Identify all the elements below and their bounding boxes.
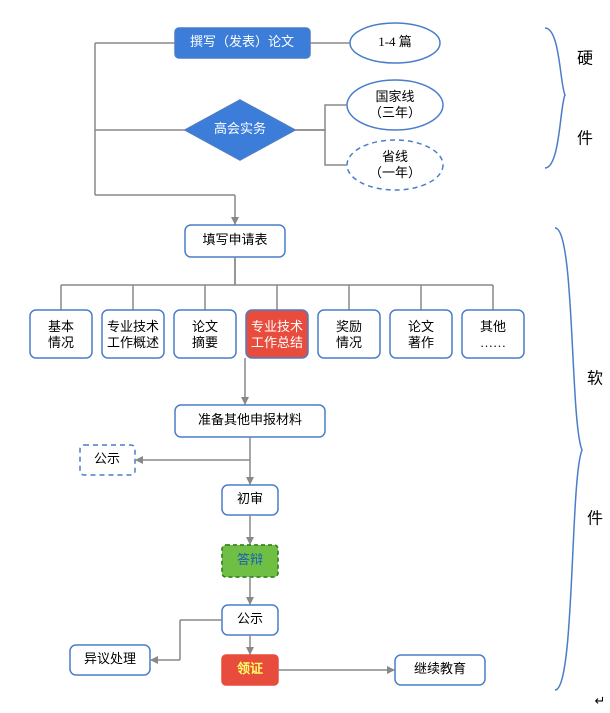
return-mark: ↵	[595, 693, 606, 708]
svg-text:（一年）: （一年）	[369, 165, 421, 180]
chushen-box: 初审	[237, 491, 263, 506]
yiyi-box: 异议处理	[84, 651, 136, 666]
item-2-l1: 论文	[192, 319, 218, 334]
item-3-l2: 工作总结	[251, 335, 303, 350]
item-3-l1: 专业技术	[251, 319, 303, 334]
paper-count: 1-4 篇	[378, 34, 412, 49]
item-6-l1: 其他	[480, 319, 506, 334]
item-1-l1: 专业技术	[107, 319, 159, 334]
svg-text:国家线: 国家线	[375, 89, 414, 104]
item-2-l2: 摘要	[192, 335, 218, 350]
svg-text:省线: 省线	[382, 149, 408, 164]
gongshi2-box: 公示	[237, 611, 263, 626]
item-0-l1: 基本	[48, 319, 74, 334]
paper-box: 撰写（发表）论文	[190, 34, 294, 49]
dabian-box: 答辩	[237, 552, 263, 567]
item-0-l2: 情况	[48, 335, 74, 350]
svg-text:件: 件	[587, 510, 603, 528]
prepare-box: 准备其他申报材料	[198, 412, 302, 427]
item-6-l2: ……	[480, 335, 506, 350]
item-4-l1: 奖励	[336, 319, 362, 334]
item-5-l1: 论文	[408, 319, 434, 334]
svg-text:高会实务: 高会实务	[214, 121, 266, 136]
jixu-box: 继续教育	[414, 661, 466, 676]
item-1-l2: 工作概述	[107, 335, 159, 350]
lingzheng-box: 领证	[237, 661, 263, 676]
svg-text:件: 件	[577, 130, 593, 148]
brace-software	[555, 228, 582, 690]
form-box: 填写申请表	[202, 232, 267, 247]
item-4-l2: 情况	[336, 335, 362, 350]
gongshi-dashed: 公示	[94, 451, 120, 466]
svg-text:（三年）: （三年）	[369, 105, 421, 120]
svg-text:硬: 硬	[577, 51, 593, 68]
svg-text:软: 软	[587, 370, 603, 388]
brace-hardware	[545, 28, 565, 168]
item-5-l2: 著作	[408, 335, 434, 350]
